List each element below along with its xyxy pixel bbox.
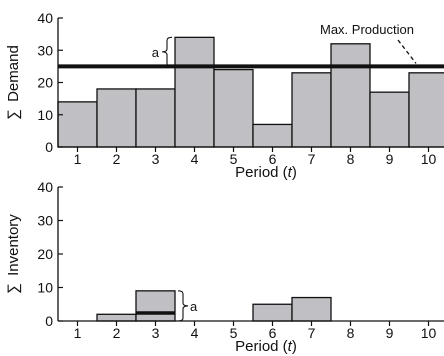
x-tick-label: 3 [152, 325, 160, 341]
y-tick-label: 20 [37, 246, 53, 262]
x-tick-label: 2 [113, 325, 121, 341]
x-tick-label: 2 [113, 151, 121, 167]
y-tick-label: 0 [45, 313, 53, 329]
bar-period-5 [213, 68, 254, 148]
bar-period-2 [96, 88, 137, 148]
y-tick-label: 20 [37, 75, 53, 91]
x-tick-label: 3 [152, 151, 160, 167]
inventory-bracket-label: a [190, 299, 198, 314]
inventory-y-axis-label: ∑ Inventory [5, 214, 22, 294]
y-tick-label: 40 [37, 179, 53, 195]
x-tick-label: 5 [230, 325, 238, 341]
x-tick-label: 1 [74, 325, 82, 341]
demand-x-axis-label: Period (t) [235, 164, 297, 181]
x-tick-label: 5 [230, 151, 238, 167]
y-tick-label: 10 [37, 280, 53, 296]
inventory-bars [96, 290, 332, 322]
max-production-leader [397, 39, 417, 64]
demand-bars [57, 36, 444, 148]
x-tick-label: 1 [74, 151, 82, 167]
inventory-chart: 0 10 20 30 40 1 2 3 4 5 6 7 8 9 10 a ∑ Inventory Peri… [5, 179, 444, 355]
x-tick-label: 10 [421, 151, 437, 167]
y-tick-label: 0 [45, 139, 53, 155]
x-tick-label: 4 [191, 151, 199, 167]
bar-period-4 [174, 36, 215, 148]
bar-period-8 [330, 43, 371, 148]
bar-period-3 [135, 290, 176, 322]
bar-period-6 [252, 303, 293, 322]
demand-y-axis-label: ∑ Demand [5, 45, 22, 120]
x-tick-label: 7 [308, 325, 316, 341]
x-tick-label: 9 [386, 325, 394, 341]
y-tick-label: 30 [37, 42, 53, 58]
y-tick-label: 40 [37, 10, 53, 26]
x-tick-label: 10 [421, 325, 437, 341]
bar-period-7 [291, 296, 332, 322]
x-tick-label: 7 [308, 151, 316, 167]
bar-period-9 [369, 91, 410, 148]
demand-bracket-label: a [152, 45, 160, 60]
x-tick-label: 8 [347, 325, 355, 341]
demand-y-axis-text: Demand [5, 45, 22, 102]
x-tick-label: 6 [269, 151, 277, 167]
x-tick-label: 4 [191, 325, 199, 341]
inventory-y-ticks: 0 10 20 30 40 [37, 179, 63, 329]
y-tick-label: 30 [37, 213, 53, 229]
demand-bracket [161, 36, 173, 67]
inventory-bracket [177, 290, 189, 322]
bar-period-7 [291, 72, 332, 148]
demand-y-ticks: 0 10 20 30 40 [37, 10, 63, 155]
demand-x-ticks: 1 2 3 4 5 6 7 8 9 10 [74, 147, 437, 167]
inventory-x-axis-label: Period (t) [235, 338, 297, 355]
inventory-y-axis-sum-symbol: ∑ [5, 283, 22, 294]
y-tick-label: 10 [37, 107, 53, 123]
inventory-y-axis-text: Inventory [5, 214, 22, 276]
inventory-x-ticks: 1 2 3 4 5 6 7 8 9 10 [74, 321, 437, 341]
bar-period-2 [96, 313, 137, 322]
demand-y-axis-sum-symbol: ∑ [5, 109, 22, 120]
x-tick-label: 8 [347, 151, 355, 167]
bar-period-10 [408, 72, 444, 148]
bar-period-1 [57, 101, 98, 148]
bar-period-6 [252, 123, 293, 148]
max-production-label: Max. Production [320, 22, 414, 37]
bar-period-3 [135, 88, 176, 148]
x-tick-label: 6 [269, 325, 277, 341]
x-tick-label: 9 [386, 151, 394, 167]
